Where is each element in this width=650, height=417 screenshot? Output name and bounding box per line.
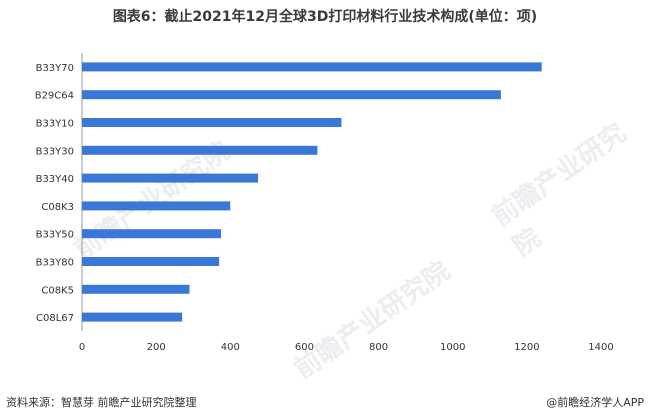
x-tick-label: 600 (295, 342, 314, 353)
brand-note: @前瞻经济学人APP (546, 396, 644, 409)
y-tick-label: B29C64 (35, 91, 74, 102)
x-tick-label: 1200 (514, 342, 539, 353)
y-tick-label: B33Y80 (36, 258, 74, 269)
bar (82, 173, 259, 183)
bar (82, 118, 342, 127)
y-tick-label: B33Y50 (36, 230, 74, 241)
chart-title: 图表6：截止2021年12月全球3D打印材料行业技术构成(单位：项) (112, 9, 538, 25)
y-tick-label: B33Y10 (36, 119, 74, 130)
bar (82, 145, 318, 155)
x-tick-label: 1400 (588, 342, 613, 353)
bar (82, 312, 183, 322)
x-tick-label: 200 (147, 342, 166, 353)
y-tick-label: B33Y70 (36, 63, 74, 74)
x-tick-label: 1000 (440, 342, 465, 353)
bar (82, 229, 222, 239)
bar (82, 257, 220, 266)
y-tick-label: C08L67 (36, 313, 74, 324)
y-tick-label: B33Y40 (36, 174, 74, 185)
y-tick-label: C08K5 (41, 285, 74, 296)
bar (82, 90, 501, 100)
y-tick-label: B33Y30 (36, 146, 74, 157)
x-tick-label: 0 (79, 342, 85, 353)
x-tick-label: 400 (221, 342, 240, 353)
bar (82, 284, 190, 294)
y-tick-label: C08K3 (41, 202, 74, 213)
bar (82, 201, 231, 211)
x-tick-label: 800 (369, 342, 388, 353)
source-note: 资料来源：智慧芽 前瞻产业研究院整理 (6, 396, 197, 409)
bar (82, 62, 542, 72)
